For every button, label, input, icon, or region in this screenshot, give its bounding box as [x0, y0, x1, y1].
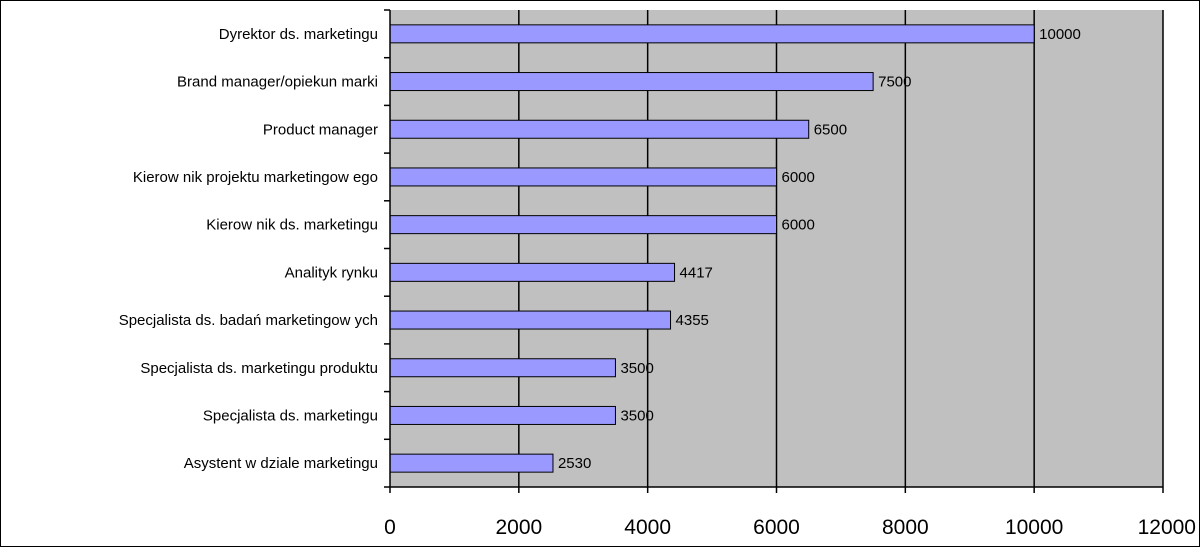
x-tick-label-10000: 10000 [1005, 516, 1063, 539]
bar-3 [389, 167, 777, 187]
value-label-6: 4355 [676, 312, 709, 329]
category-label-0: Dyrektor ds. marketingu [219, 26, 378, 43]
value-label-5: 4417 [680, 264, 713, 281]
category-label-2: Product manager [263, 121, 378, 138]
value-labels: 10000 7500 6500 6000 6000 4417 4355 3500 3500 253… [558, 26, 1081, 472]
bars [389, 24, 1035, 473]
value-label-3: 6000 [782, 169, 815, 186]
x-tick-label-8000: 8000 [882, 516, 929, 539]
value-label-7: 3500 [620, 360, 653, 377]
category-label-9: Asystent w dziale marketingu [184, 455, 378, 472]
bar-0 [389, 24, 1035, 44]
category-label-1: Brand manager/opiekun marki [177, 74, 378, 91]
x-tick-label-2000: 2000 [495, 516, 542, 539]
category-label-8: Specjalista ds. marketingu [203, 407, 378, 424]
bar-4 [389, 215, 777, 235]
value-label-8: 3500 [620, 407, 653, 424]
category-label-3: Kierow nik projektu marketingow ego [133, 169, 378, 186]
category-label-6: Specjalista ds. badań marketingow ych [119, 312, 378, 329]
bar-6 [389, 310, 672, 330]
x-tick-label-6000: 6000 [753, 516, 800, 539]
category-label-4: Kierow nik ds. marketingu [206, 217, 378, 234]
bar-9 [389, 453, 554, 473]
x-tick-label-4000: 4000 [624, 516, 671, 539]
x-tick-label-0: 0 [384, 516, 396, 539]
category-labels: Dyrektor ds. marketingu Brand manager/opi… [119, 26, 378, 472]
bar-7 [389, 358, 616, 378]
x-tick-labels: 0 2000 4000 6000 8000 10000 12000 [384, 516, 1196, 539]
bar-8 [389, 405, 616, 425]
value-label-4: 6000 [782, 217, 815, 234]
bar-1 [389, 72, 874, 92]
category-label-7: Specjalista ds. marketingu produktu [140, 360, 378, 377]
x-tick-label-12000: 12000 [1138, 516, 1196, 539]
value-label-9: 2530 [558, 455, 591, 472]
value-label-1: 7500 [878, 74, 911, 91]
value-label-2: 6500 [814, 121, 847, 138]
axes [384, 9, 1164, 493]
bar-2 [389, 119, 810, 139]
category-label-5: Analityk rynku [285, 264, 378, 281]
value-label-0: 10000 [1039, 26, 1081, 43]
bar-5 [389, 262, 676, 282]
